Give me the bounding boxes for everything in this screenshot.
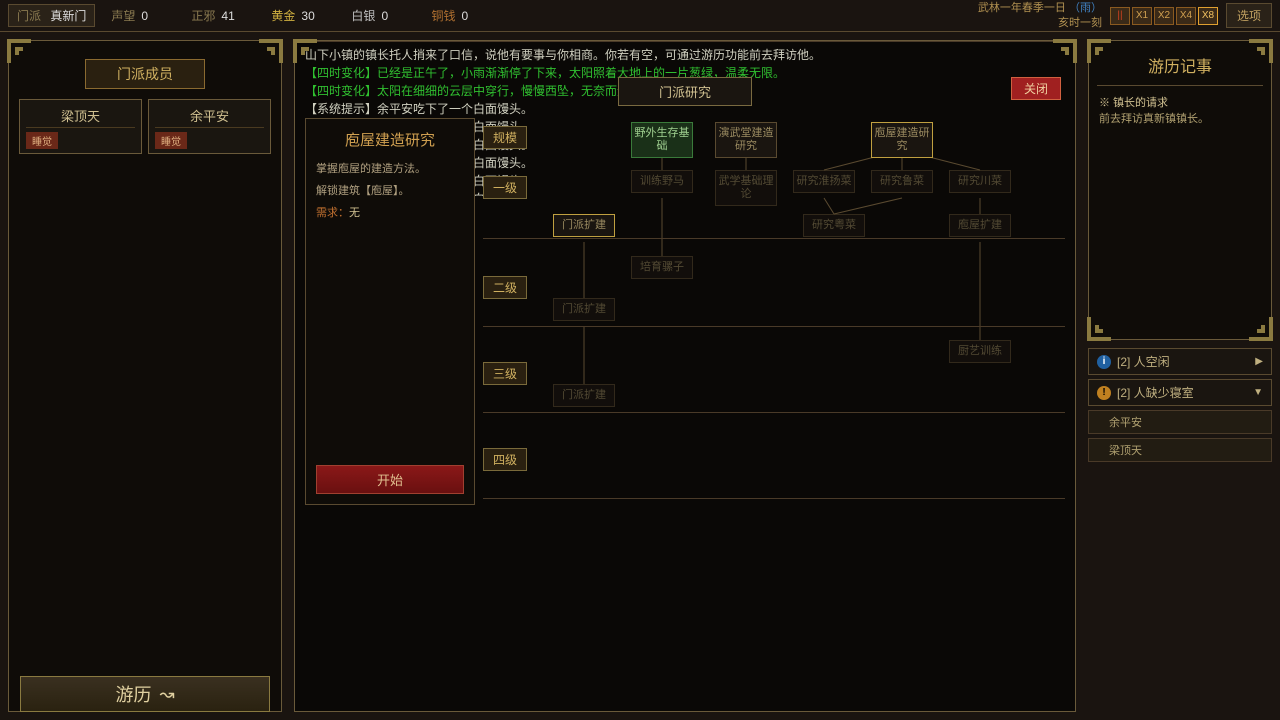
research-node[interactable]: 研究川菜 [949, 170, 1011, 193]
stat-白银: 白银0 [343, 5, 419, 26]
stat-正邪: 正邪41 [183, 5, 259, 26]
speed-X1[interactable]: X1 [1132, 7, 1152, 25]
stat-黄金: 黄金30 [263, 5, 339, 26]
stat-铜钱: 铜钱0 [423, 5, 499, 26]
stat-声望: 声望0 [103, 5, 179, 26]
date-display: 武林一年春季一日 （雨） 亥时一刻 [978, 1, 1102, 30]
research-node[interactable]: 研究淮扬菜 [793, 170, 855, 193]
members-header: 门派成员 [85, 59, 205, 89]
research-node[interactable]: 庖屋扩建 [949, 214, 1011, 237]
tier-label: 三级 [483, 362, 527, 385]
journal-panel: 游历记事 ※ 镇长的请求前去拜访真新镇镇长。 [1088, 40, 1272, 340]
research-detail: 庖屋建造研究 掌握庖屋的建造方法。 解锁建筑【庖屋】。 需求：无 开始 [305, 118, 475, 505]
research-node[interactable]: 门派扩建 [553, 384, 615, 407]
speed-X2[interactable]: X2 [1154, 7, 1174, 25]
travel-icon: ↝ [159, 684, 174, 705]
research-node[interactable]: 培育骡子 [631, 256, 693, 279]
member-card[interactable]: 梁顶天睡觉 [19, 99, 142, 154]
tier-label: 二级 [483, 276, 527, 299]
research-node[interactable]: 庖屋建造研究 [871, 122, 933, 158]
speed-X8[interactable]: X8 [1198, 7, 1218, 25]
warn-icon: ! [1097, 386, 1111, 400]
top-bar: 门派 真新门 声望0正邪41黄金30白银0铜钱0 武林一年春季一日 （雨） 亥时… [0, 0, 1280, 32]
info-icon: i [1097, 355, 1111, 369]
research-node[interactable]: 研究鲁菜 [871, 170, 933, 193]
research-node[interactable]: 厨艺训练 [949, 340, 1011, 363]
research-node[interactable]: 门派扩建 [553, 214, 615, 237]
speed-controls: ||X1X2X4X8 [1110, 7, 1218, 25]
speed-X4[interactable]: X4 [1176, 7, 1196, 25]
alert-row[interactable]: ![2] 人缺少寝室▼ [1088, 379, 1272, 406]
research-tree: 规模一级二级三级四级野外生存基础演武堂建造研究庖屋建造研究训练野马武学基础理论研… [483, 118, 1065, 505]
close-button[interactable]: 关闭 [1011, 77, 1061, 100]
research-title: 门派研究 [618, 77, 752, 106]
tier-label: 一级 [483, 176, 527, 199]
tier-label: 规模 [483, 126, 527, 149]
center-frame: 门派研究 关闭 庖屋建造研究 掌握庖屋的建造方法。 解锁建筑【庖屋】。 需求：无… [294, 40, 1076, 712]
alert-row[interactable]: i[2] 人空闲▶ [1088, 348, 1272, 375]
tier-label: 四级 [483, 448, 527, 471]
member-card[interactable]: 余平安睡觉 [148, 99, 271, 154]
research-modal: 门派研究 关闭 庖屋建造研究 掌握庖屋的建造方法。 解锁建筑【庖屋】。 需求：无… [295, 71, 1075, 511]
log-line: 山下小镇的镇长托人捎来了口信，说他有要事与你相商。你若有空，可通过游历功能前去拜… [305, 46, 1065, 64]
alerts-panel: i[2] 人空闲▶ ![2] 人缺少寝室▼ 余平安梁顶天 [1088, 348, 1272, 462]
research-name: 庖屋建造研究 [316, 129, 464, 150]
research-node[interactable]: 野外生存基础 [631, 122, 693, 158]
alert-sub-item[interactable]: 梁顶天 [1088, 438, 1272, 462]
research-node[interactable]: 研究粤菜 [803, 214, 865, 237]
sect-name: 门派 真新门 [8, 4, 95, 27]
options-button[interactable]: 选项 [1226, 3, 1272, 28]
journal-entry[interactable]: ※ 镇长的请求前去拜访真新镇镇长。 [1097, 86, 1263, 134]
journal-title: 游历记事 [1097, 49, 1263, 86]
research-node[interactable]: 训练野马 [631, 170, 693, 193]
travel-button[interactable]: 游历 ↝ [20, 676, 270, 712]
research-node[interactable]: 演武堂建造研究 [715, 122, 777, 158]
start-research-button[interactable]: 开始 [316, 465, 464, 494]
speed-||[interactable]: || [1110, 7, 1130, 25]
research-node[interactable]: 武学基础理论 [715, 170, 777, 206]
research-node[interactable]: 门派扩建 [553, 298, 615, 321]
alert-sub-item[interactable]: 余平安 [1088, 410, 1272, 434]
members-panel: 门派成员 梁顶天睡觉余平安睡觉 [8, 40, 282, 712]
